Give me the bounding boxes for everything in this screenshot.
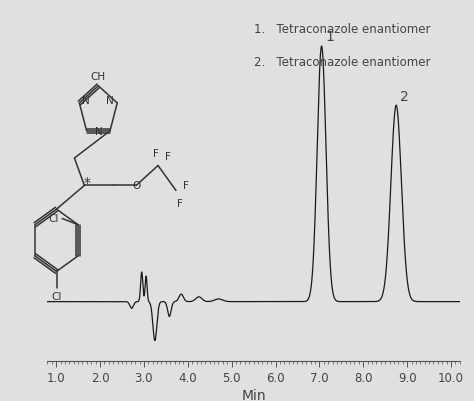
Text: F: F [153,148,159,158]
Text: N: N [106,96,114,106]
Text: Cl: Cl [48,214,58,224]
Text: *: * [84,175,91,189]
Text: 2.   Tetraconazole enantiomer: 2. Tetraconazole enantiomer [254,56,430,69]
Text: N: N [95,127,103,136]
Text: F: F [183,181,189,191]
Text: CH: CH [91,72,106,81]
X-axis label: Min: Min [241,388,266,401]
Text: 1.   Tetraconazole enantiomer: 1. Tetraconazole enantiomer [254,22,430,35]
Text: Cl: Cl [51,292,62,302]
Text: F: F [165,152,171,162]
Text: F: F [177,199,183,209]
Text: O: O [132,181,140,191]
Text: 2: 2 [400,89,409,103]
Text: N: N [82,96,90,106]
Text: 1: 1 [325,30,334,44]
